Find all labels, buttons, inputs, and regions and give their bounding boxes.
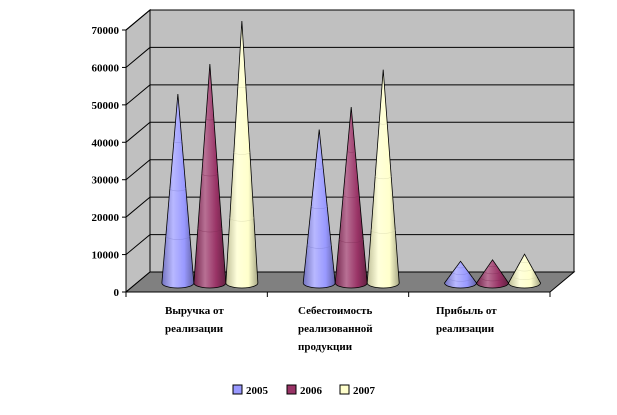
legend-swatch-2005 [232, 384, 243, 395]
y-tick-label: 70000 [92, 25, 120, 37]
cone-2007-2 [366, 69, 400, 289]
y-tick-label: 10000 [92, 250, 120, 262]
legend-label: 2006 [300, 385, 323, 397]
legend-label: 2007 [353, 385, 376, 397]
legend-label: 2005 [246, 385, 269, 397]
legend-swatch-2006 [286, 384, 297, 395]
legend-swatch-2007 [339, 384, 350, 395]
gridline [125, 9, 574, 31]
gridline [125, 121, 574, 143]
gridline [125, 234, 574, 255]
category-label: продукции [298, 341, 353, 353]
y-tick-label: 50000 [92, 100, 120, 112]
category-label: реализации [165, 323, 224, 335]
category-label: реализации [436, 323, 495, 335]
y-tick-label: 20000 [92, 212, 120, 224]
category-label: Прибыль от [436, 305, 497, 317]
y-tick-label: 60000 [92, 62, 120, 74]
cone-2007-3 [508, 253, 541, 289]
side-wall [125, 8, 151, 294]
gridline [125, 46, 574, 68]
gridline [125, 84, 574, 106]
cone-2007-1 [225, 20, 259, 289]
y-tick-label: 0 [114, 287, 120, 299]
y-tick-label: 40000 [92, 137, 120, 149]
gridline [125, 159, 574, 181]
category-label: Себестоимость [298, 305, 372, 317]
category-label: Выручка от [165, 305, 224, 317]
gridline [125, 196, 574, 218]
category-label: реализованной [298, 323, 373, 335]
y-tick-label: 30000 [92, 175, 120, 187]
